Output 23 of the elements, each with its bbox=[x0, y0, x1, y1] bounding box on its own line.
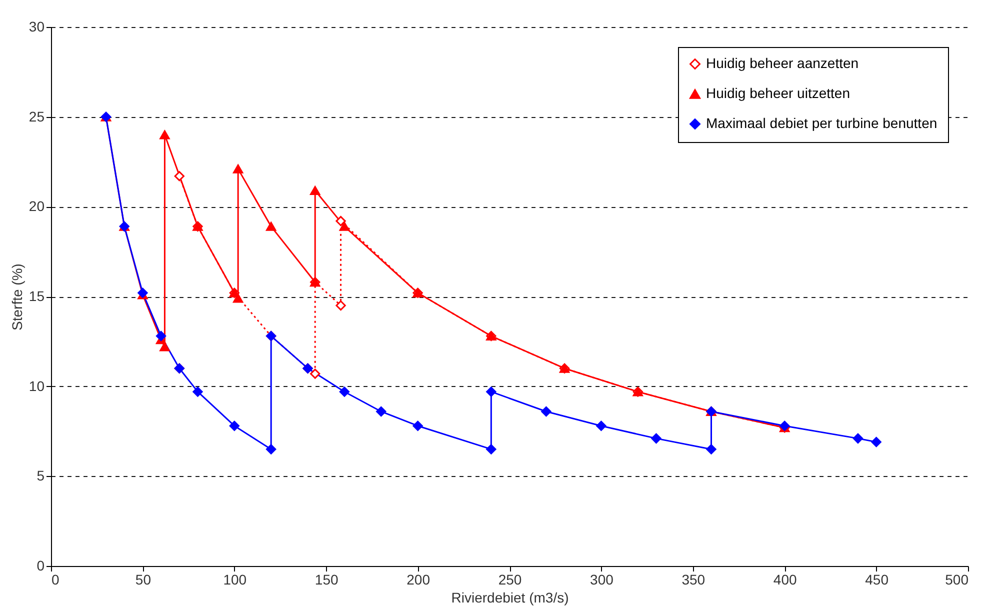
x-tick-label: 150 bbox=[314, 572, 338, 588]
x-tick-label: 300 bbox=[590, 572, 614, 588]
x-tick-label: 0 bbox=[52, 572, 60, 588]
y-tick-label: 25 bbox=[28, 108, 45, 124]
x-tick-label: 50 bbox=[135, 572, 152, 588]
y-tick-label: 5 bbox=[36, 468, 45, 484]
x-axis-title: Rivierdebiet (m3/s) bbox=[451, 590, 569, 606]
y-axis-title: Sterfte (%) bbox=[8, 264, 25, 330]
y-tick-label: 20 bbox=[28, 198, 45, 214]
x-tick-label: 400 bbox=[773, 572, 797, 588]
x-tick-label: 100 bbox=[223, 572, 247, 588]
x-tick-label: 200 bbox=[406, 572, 430, 588]
y-tick-label: 30 bbox=[28, 18, 45, 34]
y-tick-label: 15 bbox=[28, 288, 45, 304]
y-tick-label: 0 bbox=[36, 558, 45, 574]
legend-label: Maximaal debiet per turbine benutten bbox=[706, 115, 938, 131]
legend-label: Huidig beheer uitzetten bbox=[706, 85, 850, 101]
legend-label: Huidig beheer aanzetten bbox=[706, 55, 859, 71]
x-tick-label: 450 bbox=[865, 572, 889, 588]
y-tick-label: 10 bbox=[28, 378, 45, 394]
x-tick-label: 500 bbox=[945, 572, 969, 588]
x-tick-label: 350 bbox=[682, 572, 706, 588]
x-tick-label: 250 bbox=[498, 572, 522, 588]
